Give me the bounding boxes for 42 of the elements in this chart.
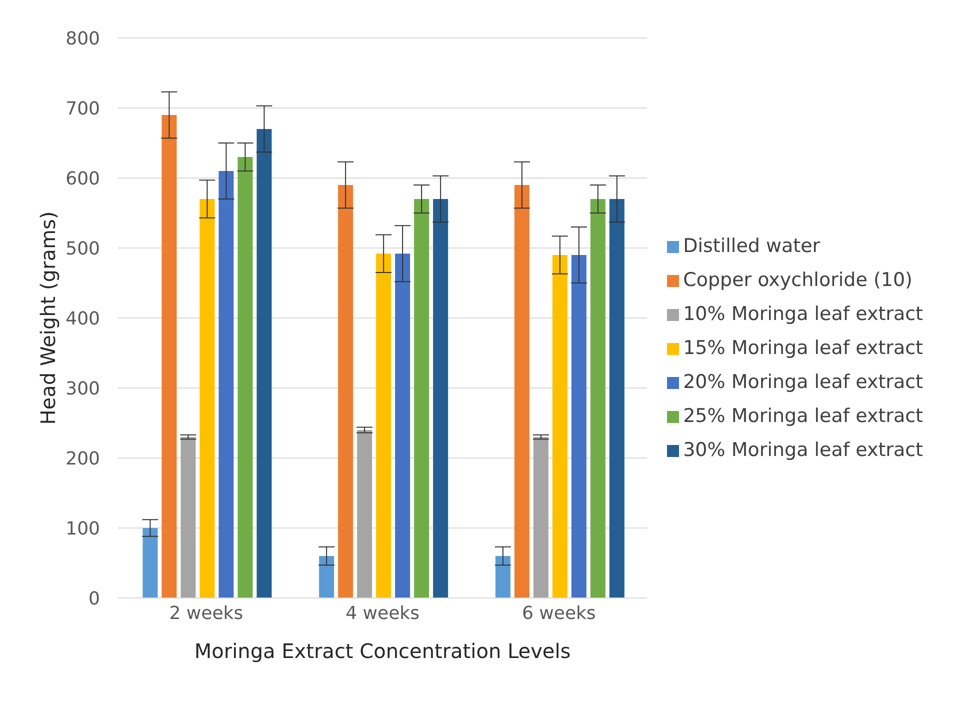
bar [571,255,586,598]
y-tick-label: 0 [88,588,100,610]
x-tick-label: 2 weeks [169,602,244,624]
bar [142,528,158,598]
legend-label: 10% Moringa leaf extract [683,303,923,325]
bar [495,556,510,598]
legend-label: Copper oxychloride (10) [683,269,912,291]
y-tick-label: 500 [66,238,100,260]
bar [609,199,624,598]
y-tick-label: 200 [66,448,100,470]
bar [238,157,253,598]
bar [162,115,177,598]
y-tick-label: 400 [66,308,100,330]
y-tick-label: 700 [66,98,100,120]
legend-label: 30% Moringa leaf extract [683,439,923,461]
bar [514,185,530,598]
bar [395,254,410,598]
bar [433,199,448,598]
y-tick-label: 300 [66,378,100,400]
legend-label: 15% Moringa leaf extract [683,337,923,359]
bar [319,556,334,598]
bar [414,199,430,598]
bar [357,430,372,598]
legend-label: 25% Moringa leaf extract [683,405,923,427]
legend-label: Distilled water [683,235,820,257]
bar [590,199,606,598]
y-axis-title: Head Weight (grams) [36,211,60,425]
y-tick-label: 600 [66,168,100,190]
y-tick-label: 100 [66,518,100,540]
y-tick-label: 800 [66,28,100,50]
bar [200,199,215,598]
bar [552,255,568,598]
x-tick-label: 4 weeks [346,602,420,624]
bar [376,254,392,598]
legend-label: 20% Moringa leaf extract [683,371,923,393]
x-tick-label: 6 weeks [522,602,596,624]
bar [218,171,234,598]
x-axis-title: Moringa Extract Concentration Levels [194,639,571,663]
bar [338,185,354,598]
bar [256,129,272,598]
bar [180,437,196,598]
bar [533,437,548,598]
